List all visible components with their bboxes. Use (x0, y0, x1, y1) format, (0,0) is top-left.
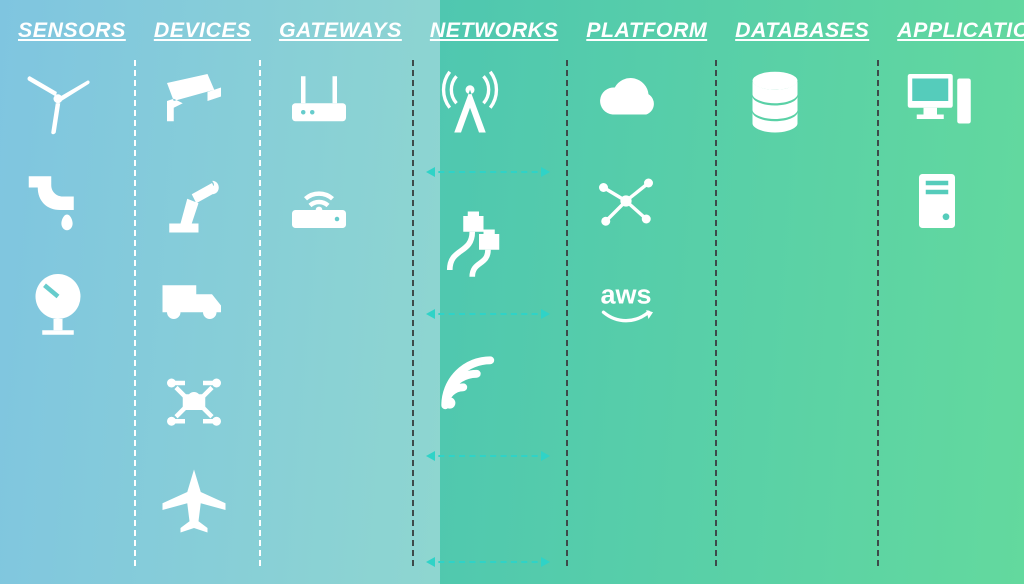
aws-logo-icon (586, 265, 666, 337)
icon-stack (586, 61, 707, 337)
column-sensors: SENSORS (0, 0, 136, 584)
bidir-arrow (428, 561, 548, 563)
column-title-networks: NETWORKS (430, 18, 558, 43)
router-icon (279, 65, 359, 137)
truck-icon (154, 265, 234, 337)
wind-turbine-icon (18, 65, 98, 137)
cell-tower-icon (430, 65, 510, 137)
icon-stack (897, 61, 1024, 237)
column-networks: NETWORKS (412, 0, 568, 584)
desktop-pc-icon (897, 65, 977, 137)
icon-stack (735, 61, 869, 137)
icon-stack (430, 61, 558, 569)
gauge-icon (18, 265, 98, 337)
hub-spoke-icon (586, 165, 666, 237)
drone-icon (154, 365, 234, 437)
icon-stack (154, 61, 251, 537)
bidir-arrow (428, 455, 548, 457)
bidir-arrow (428, 171, 548, 173)
icon-stack (18, 61, 126, 337)
column-divider (412, 60, 414, 566)
robot-arm-icon (154, 165, 234, 237)
server-tower-icon (897, 165, 977, 237)
database-icon (735, 65, 815, 137)
airplane-icon (154, 465, 234, 537)
column-title-databases: DATABASES (735, 18, 869, 43)
column-gateways: GATEWAYS (261, 0, 412, 584)
column-title-applications: APPLICATIONS (897, 18, 1024, 43)
column-platform: PLATFORM (568, 0, 717, 584)
column-title-gateways: GATEWAYS (279, 18, 402, 43)
column-title-devices: DEVICES (154, 18, 251, 43)
column-devices: DEVICES (136, 0, 261, 584)
pipe-leak-icon (18, 165, 98, 237)
columns-container: SENSORS DEVICES GATEWAYS NETWORKS PLATFORM DA… (0, 0, 1024, 584)
cloud-icon (586, 65, 666, 137)
column-databases: DATABASES (717, 0, 879, 584)
column-title-sensors: SENSORS (18, 18, 126, 43)
bidir-arrow (428, 313, 548, 315)
iot-architecture-infographic: SENSORS DEVICES GATEWAYS NETWORKS PLATFORM DA… (0, 0, 1024, 584)
wifi-arcs-icon (430, 349, 510, 421)
ethernet-cable-icon (430, 207, 510, 279)
icon-stack (279, 61, 402, 237)
cctv-camera-icon (154, 65, 234, 137)
column-title-platform: PLATFORM (586, 18, 707, 43)
modem-wifi-icon (279, 165, 359, 237)
column-applications: APPLICATIONS (879, 0, 1024, 584)
